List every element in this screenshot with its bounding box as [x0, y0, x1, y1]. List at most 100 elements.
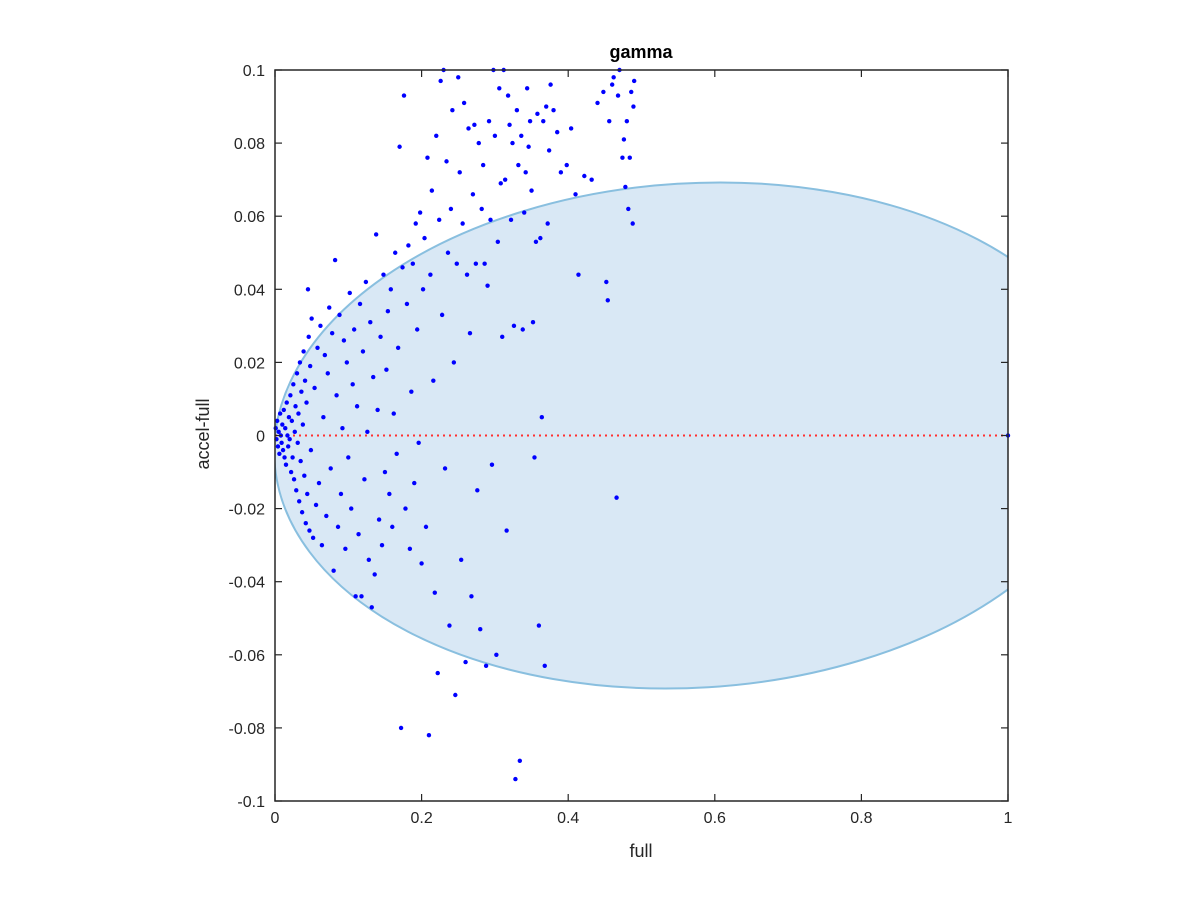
data-point [514, 108, 520, 113]
data-point [280, 422, 285, 427]
data-point [321, 415, 326, 420]
data-point [464, 272, 470, 277]
data-point [457, 170, 462, 175]
data-point [527, 118, 533, 124]
x-axis-label: full [629, 841, 652, 861]
data-point [422, 235, 427, 241]
data-point [498, 181, 503, 186]
data-point [302, 378, 308, 383]
data-point [517, 758, 523, 763]
data-point [544, 104, 549, 109]
data-point [504, 528, 509, 533]
data-point [494, 652, 499, 657]
data-point [542, 663, 547, 668]
data-point [371, 374, 376, 380]
data-point [332, 257, 338, 263]
data-point [277, 411, 283, 416]
data-point [406, 243, 411, 248]
data-point [420, 287, 426, 292]
data-point [623, 184, 628, 190]
data-point [415, 327, 420, 332]
data-point [334, 393, 339, 398]
data-point [502, 177, 508, 182]
data-point [282, 455, 287, 460]
data-point [473, 261, 479, 266]
y-tick-label: -0.02 [229, 502, 266, 519]
confidence-ellipse [275, 181, 1008, 690]
data-point [442, 466, 448, 471]
data-point [281, 407, 286, 413]
data-point [576, 272, 581, 277]
data-point [541, 118, 546, 124]
data-point [299, 510, 305, 515]
data-point [546, 148, 552, 153]
data-point [307, 363, 313, 369]
data-point [615, 93, 621, 98]
y-tick-label: 0.08 [234, 136, 265, 153]
data-point [416, 440, 421, 446]
data-point [621, 137, 627, 142]
data-point [381, 272, 386, 277]
x-tick-label: 0 [271, 810, 280, 827]
data-point [362, 477, 367, 482]
data-point [535, 111, 540, 117]
data-point [435, 670, 440, 676]
data-point [373, 232, 379, 237]
data-point [466, 126, 471, 131]
data-point [369, 605, 374, 610]
y-tick-label: 0.04 [234, 282, 265, 299]
data-point [279, 440, 284, 446]
data-point [438, 78, 443, 84]
data-point [522, 210, 527, 215]
data-point [428, 272, 433, 277]
data-point [347, 290, 352, 296]
y-axis-label: accel-full [193, 398, 213, 469]
data-point [451, 360, 457, 365]
data-point [434, 133, 439, 138]
data-point [513, 776, 518, 782]
data-point [505, 93, 511, 98]
data-point [485, 283, 490, 288]
data-point [294, 371, 300, 376]
data-point [558, 170, 564, 175]
data-point [379, 542, 385, 548]
data-point [629, 89, 634, 95]
data-point [601, 89, 606, 95]
data-point [470, 192, 476, 197]
data-point [283, 425, 288, 431]
data-point [495, 239, 501, 244]
data-point [303, 521, 308, 526]
data-point [275, 444, 281, 449]
data-point [458, 557, 464, 562]
data-point [378, 334, 383, 340]
data-point [315, 345, 320, 350]
data-point [413, 221, 418, 226]
data-point [293, 404, 298, 409]
data-point [488, 217, 493, 223]
data-point [366, 557, 372, 562]
data-point [568, 126, 574, 131]
data-point [307, 528, 312, 533]
data-point [349, 506, 354, 511]
data-point [489, 462, 495, 467]
data-point [304, 400, 309, 405]
data-point [276, 429, 281, 435]
data-point [359, 594, 364, 599]
data-point [289, 418, 295, 424]
data-point [346, 455, 351, 460]
data-point [611, 75, 616, 80]
data-point [338, 491, 344, 497]
data-point [607, 118, 612, 124]
data-point [310, 535, 316, 541]
data-point [306, 334, 311, 340]
data-point [337, 312, 342, 318]
data-point [482, 261, 487, 266]
data-point [460, 221, 465, 226]
data-point [384, 367, 389, 372]
data-point [341, 338, 347, 343]
x-tick-label: 0.2 [410, 810, 432, 827]
data-point [450, 108, 455, 113]
data-point [368, 319, 373, 325]
data-point [327, 305, 332, 310]
